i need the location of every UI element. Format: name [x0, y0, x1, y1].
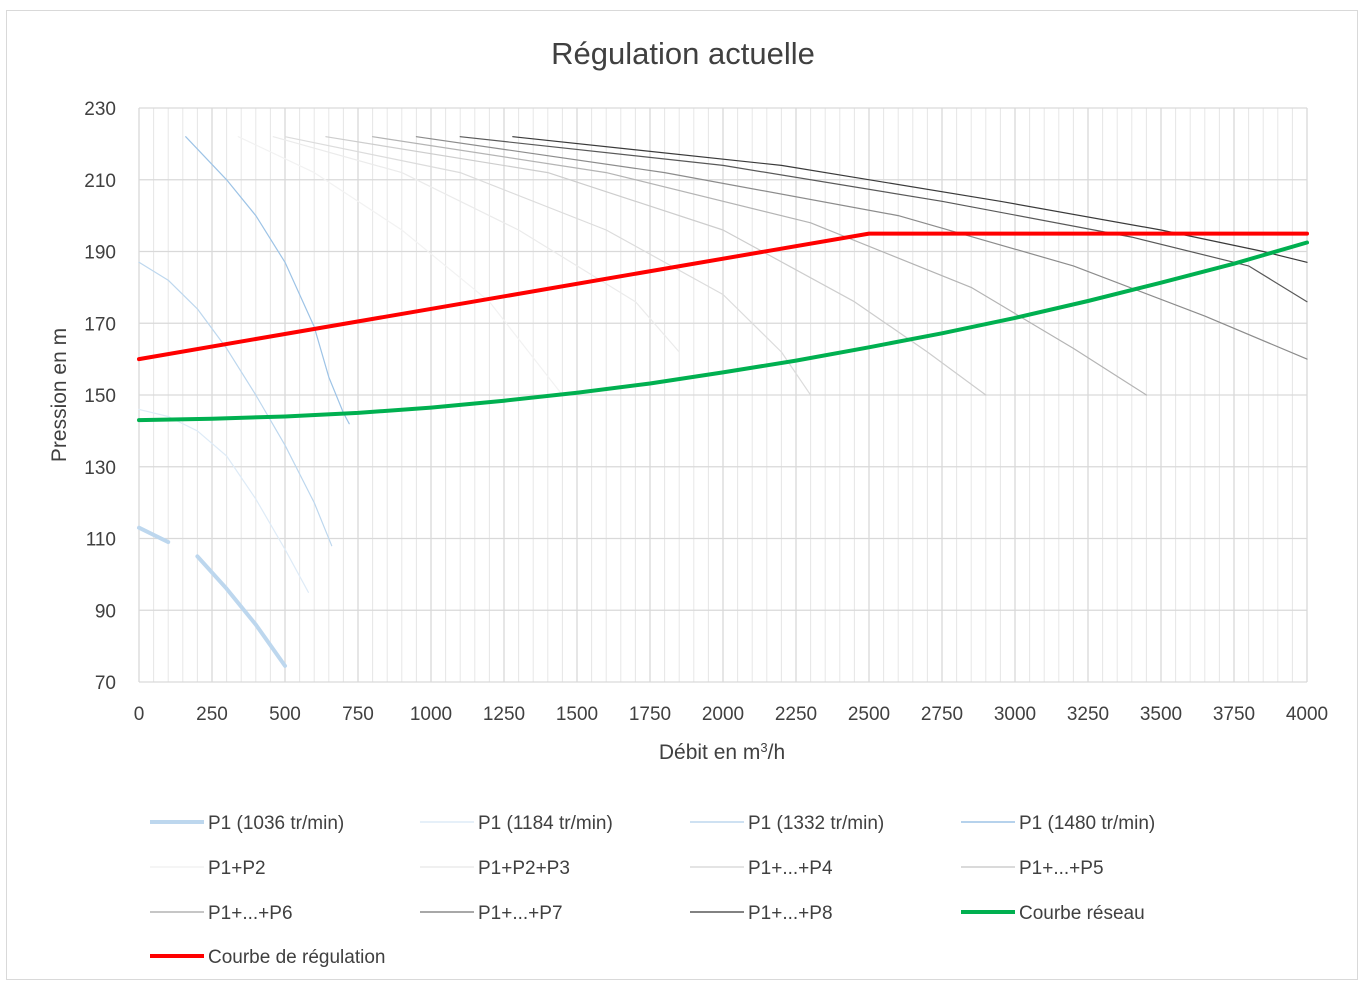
x-tick-label: 1250: [483, 704, 525, 725]
x-tick-label: 750: [342, 704, 374, 725]
legend-item: P1+...+P6: [150, 903, 293, 924]
y-tick-label: 130: [84, 458, 116, 479]
series-line-p1-1480-tr-min: [185, 136, 350, 425]
legend-label: P1 (1184 tr/min): [478, 813, 613, 834]
legend-item: P1+...+P4: [690, 858, 833, 879]
y-tick-label: 70: [95, 673, 116, 694]
legend: P1 (1036 tr/min) P1 (1184 tr/min) P1 (1332…: [150, 813, 1155, 968]
x-tick-label: 2750: [921, 704, 963, 725]
series-line-p1-p5: [325, 136, 987, 396]
x-tick-label: 4000: [1286, 704, 1328, 725]
x-tick-label: 3250: [1067, 704, 1109, 725]
x-tick-label: 1500: [556, 704, 598, 725]
legend-item: P1+...+P5: [961, 858, 1104, 879]
series-line-p1-p8: [459, 136, 1308, 303]
x-tick-labels: 0 250 500 750 1000 1250 1500 1750 2000 2250 2500 27…: [134, 704, 1328, 725]
series-line-p1-1036-tr-min: [195, 554, 287, 668]
x-tick-label: 2250: [775, 704, 817, 725]
legend-label: Courbe de régulation: [208, 947, 385, 968]
y-tick-label: 90: [95, 601, 116, 622]
legend-label: P1 (1480 tr/min): [1019, 813, 1155, 834]
series-line-p1-p6: [372, 136, 1148, 396]
series-line-p1-1036-tr-min: [137, 525, 171, 545]
y-tick-label: 150: [84, 386, 116, 407]
legend-item: P1 (1036 tr/min): [150, 813, 344, 834]
series-line-courbe-de-r-gulation: [137, 231, 1309, 362]
y-axis-title: Pression en m: [48, 328, 71, 462]
legend-label: P1+...+P5: [1019, 858, 1104, 879]
y-tick-label: 210: [84, 171, 116, 192]
series-line-p1-p4: [284, 136, 812, 396]
x-tick-label: 1750: [629, 704, 671, 725]
y-tick-label: 190: [84, 243, 116, 264]
y-tick-label: 110: [86, 530, 116, 551]
chart-frame: [6, 10, 1358, 980]
legend-item: Courbe réseau: [961, 903, 1145, 924]
legend-item: P1 (1184 tr/min): [420, 813, 613, 834]
x-tick-label: 3750: [1213, 704, 1255, 725]
legend-label: P1 (1332 tr/min): [748, 813, 884, 834]
series-layer: [137, 136, 1309, 668]
legend-label: P1+...+P7: [478, 903, 563, 924]
x-tick-label: 250: [196, 704, 228, 725]
legend-label: P1+...+P6: [208, 903, 293, 924]
legend-label: P1+P2: [208, 858, 266, 879]
series-line-p1-p7: [415, 136, 1308, 360]
series-line-p1-1184-tr-min: [138, 408, 309, 593]
legend-label: Courbe réseau: [1019, 903, 1145, 924]
x-tick-label: 500: [269, 704, 301, 725]
series-line-p1-p2: [237, 136, 564, 396]
x-tick-label: 3500: [1140, 704, 1182, 725]
legend-item: P1+...+P7: [420, 903, 563, 924]
legend-label: P1 (1036 tr/min): [208, 813, 344, 834]
y-tick-label: 170: [84, 314, 116, 335]
legend-label: P1+...+P4: [748, 858, 833, 879]
legend-item: P1+P2+P3: [420, 858, 570, 879]
legend-item: P1+...+P8: [690, 903, 833, 924]
legend-item: P1 (1480 tr/min): [961, 813, 1155, 834]
legend-label: P1+P2+P3: [478, 858, 570, 879]
legend-item: P1 (1332 tr/min): [690, 813, 884, 834]
legend-item: Courbe de régulation: [150, 947, 385, 968]
series-line-p1-p2-p3: [272, 136, 680, 353]
x-tick-label: 1000: [410, 704, 452, 725]
x-tick-label: 0: [134, 704, 145, 725]
major-grid: [138, 107, 1308, 683]
y-tick-labels: 70 90 110 130 150 170 190 210 230: [84, 99, 116, 694]
series-line-courbe-r-seau: [137, 240, 1309, 423]
chart-title: Régulation actuelle: [551, 36, 815, 71]
x-axis-title: Débit en m3/h: [659, 740, 785, 765]
x-tick-label: 3000: [994, 704, 1036, 725]
y-tick-label: 230: [84, 99, 116, 120]
x-tick-label: 2000: [702, 704, 744, 725]
legend-item: P1+P2: [150, 858, 266, 879]
series-line-p1-1332-tr-min: [138, 261, 333, 547]
legend-label: P1+...+P8: [748, 903, 833, 924]
x-tick-label: 2500: [848, 704, 890, 725]
